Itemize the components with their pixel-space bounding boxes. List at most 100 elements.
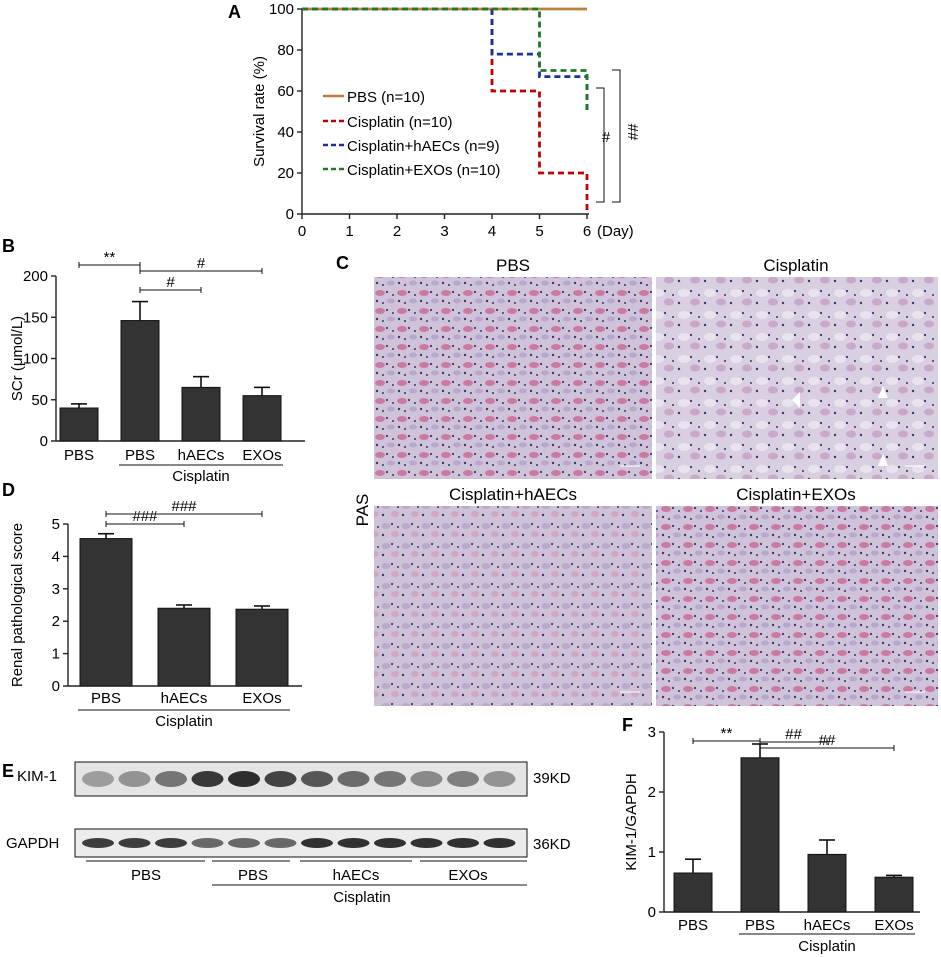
- y-tick-label-a: 0: [286, 206, 294, 223]
- blot-band-gapdh: [264, 838, 297, 848]
- micrograph-exos: Cisplatin+EXOs: [656, 485, 938, 706]
- category-label-f: hAECs: [804, 917, 851, 934]
- blot-band-kim1: [447, 771, 479, 787]
- blot-group-label-pbs: PBS: [131, 867, 161, 884]
- survival-line-haecs: [302, 7, 589, 112]
- micrograph-haecs: Cisplatin+hAECs: [374, 485, 652, 706]
- star-marker: [878, 386, 888, 398]
- y-tick-label-a: 80: [277, 42, 294, 59]
- micrograph-title-pbs: PBS: [496, 256, 530, 275]
- panel-letter-c: C: [336, 253, 349, 273]
- bar-f: [807, 853, 847, 913]
- significance-label-d: ###: [132, 508, 158, 525]
- panel-letter-b: B: [2, 236, 15, 256]
- bar-b: [181, 386, 221, 442]
- category-label-d: hAECs: [161, 690, 208, 707]
- bar-f: [740, 757, 780, 913]
- blot-band-gapdh: [301, 838, 333, 848]
- y-tick-label-a: 100: [269, 1, 294, 18]
- blot-bands: [82, 771, 516, 848]
- x-tick-label-a: 6: [583, 223, 591, 240]
- arrowhead-marker: [792, 392, 800, 408]
- legend-label-haecs: Cisplatin+hAECs (n=9): [347, 138, 500, 155]
- blot-band-gapdh: [337, 838, 370, 848]
- x-axis-title-a: (Day): [597, 223, 634, 240]
- significance-label-b: #: [166, 274, 175, 291]
- category-label-b: hAECs: [178, 447, 225, 464]
- blot-band-kim1: [82, 771, 114, 787]
- micrograph-title-cisplatin: Cisplatin: [763, 256, 828, 275]
- scr-bar-chart: 0 50 100 150 200 SCr (μmol/L) PBS PBS hAECs EXOs C…: [9, 249, 305, 485]
- blot-band-gapdh: [410, 838, 443, 848]
- legend-item-exos: Cisplatin+EXOs (n=10): [323, 162, 500, 179]
- blot-band-gapdh: [228, 838, 260, 848]
- blot-band-kim1: [483, 771, 516, 787]
- histology-grid: PBS Cisplatin Cisplatin+hAECs Cisplatin+…: [374, 256, 938, 706]
- blot-band-gapdh: [483, 838, 516, 848]
- group-label-d: Cisplatin: [155, 713, 213, 730]
- bracket-a-inner: [596, 87, 605, 203]
- y-tick-label-d: 0: [52, 678, 60, 695]
- y-tick-label-d: 3: [52, 581, 60, 598]
- bar-b: [120, 320, 160, 442]
- y-tick-label-d: 2: [52, 613, 60, 630]
- category-label-f: EXOs: [874, 917, 913, 934]
- survival-line-exos: [302, 7, 589, 112]
- category-label-b: EXOs: [242, 447, 281, 464]
- category-label-f: PBS: [745, 917, 775, 934]
- bracket-a-outer: [612, 69, 621, 203]
- y-tick-label-b: 150: [23, 309, 48, 326]
- category-label-d: PBS: [91, 690, 121, 707]
- category-label-b: PBS: [64, 447, 94, 464]
- blot-band-gapdh: [118, 838, 151, 848]
- y-axis-title-b: SCr (μmol/L): [9, 316, 26, 401]
- blot-band-gapdh: [155, 838, 187, 848]
- y-tick-label-a: 60: [277, 83, 294, 100]
- blot-group-label-haecs: hAECs: [333, 867, 380, 884]
- blot-row-label-kim1: KIM-1: [17, 768, 57, 785]
- blot-band-kim1: [410, 771, 443, 787]
- bar-f: [673, 872, 713, 913]
- bar-d: [157, 607, 211, 687]
- blot-cisplatin-label: Cisplatin: [333, 889, 391, 906]
- survival-line-cisplatin: [302, 7, 589, 214]
- y-tick-label-a: 40: [277, 124, 294, 141]
- blot-group-label-cis-pbs: PBS: [238, 867, 268, 884]
- bar-f: [874, 876, 914, 913]
- x-tick-label-a: 3: [440, 223, 448, 240]
- blot-band-kim1: [264, 771, 297, 787]
- blot-band-kim1: [191, 771, 224, 787]
- significance-label-f: **: [721, 725, 733, 742]
- y-tick-label-b: 200: [23, 268, 48, 285]
- group-label-b: Cisplatin: [172, 468, 230, 485]
- significance-label-d: ###: [171, 498, 197, 515]
- significance-label-b: **: [104, 249, 116, 266]
- blot-band-gapdh: [374, 838, 406, 848]
- micrograph-image-cisplatin: [656, 277, 938, 479]
- legend-label-cisplatin: Cisplatin (n=10): [347, 114, 452, 131]
- y-axis-title-d: Renal pathological score: [9, 523, 26, 687]
- category-label-f: PBS: [678, 917, 708, 934]
- y-tick-label-f: 2: [648, 784, 656, 801]
- significance-label-f: ##: [819, 732, 836, 749]
- blot-size-gapdh: 36KD: [533, 836, 571, 853]
- y-tick-label-b: 50: [31, 392, 48, 409]
- group-label-f: Cisplatin: [798, 938, 856, 955]
- micrograph-cisplatin: Cisplatin: [656, 256, 938, 479]
- micrograph-image-pbs: [374, 277, 652, 479]
- legend-a: PBS (n=10) Cisplatin (n=10) Cisplatin+hA…: [323, 89, 500, 179]
- legend-item-cisplatin: Cisplatin (n=10): [323, 114, 452, 131]
- panel-letter-f: F: [622, 715, 633, 735]
- western-blot: KIM-1 39KD GAPDH 36KD PBS PBS hAECs EXOs…: [6, 761, 571, 906]
- x-tick-label-a: 1: [345, 223, 353, 240]
- significance-a: # ##: [596, 69, 641, 203]
- y-tick-label-f: 0: [648, 904, 656, 921]
- y-tick-label-a: 20: [277, 165, 294, 182]
- micrograph-title-exos: Cisplatin+EXOs: [736, 485, 856, 504]
- y-tick-label-d: 1: [52, 646, 60, 663]
- micrograph-image-exos: [656, 506, 938, 706]
- x-tick-label-a: 5: [535, 223, 543, 240]
- bar-d: [235, 608, 289, 687]
